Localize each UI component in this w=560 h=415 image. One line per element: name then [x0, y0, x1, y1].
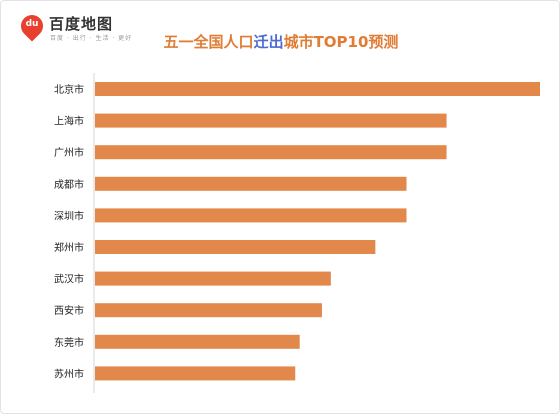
category-label-4: 成都市	[54, 178, 84, 191]
category-label-9: 东莞市	[54, 336, 84, 349]
chart-title: 五一全国人口迁出城市TOP10预测	[1, 31, 560, 52]
bar-6	[95, 240, 376, 254]
logo-pin-text: du	[25, 19, 39, 29]
bar-3	[95, 145, 447, 160]
category-label-2: 上海市	[54, 115, 84, 128]
title-part-1: 五一全国人口	[163, 33, 254, 51]
bar-1	[95, 82, 540, 96]
bar-7	[95, 271, 331, 286]
bar-9	[95, 334, 300, 349]
bar-5	[95, 208, 407, 223]
category-label-1: 北京市	[54, 83, 84, 96]
category-label-5: 深圳市	[54, 209, 84, 222]
bar-4	[95, 176, 407, 191]
category-label-10: 苏州市	[54, 367, 84, 380]
category-label-8: 西安市	[54, 304, 84, 317]
logo-tagline: 百度 · 出行 · 生活 · 更好	[50, 35, 133, 42]
category-label-6: 郑州市	[54, 241, 84, 254]
category-label-3: 广州市	[54, 146, 84, 159]
bar-8	[95, 303, 322, 318]
category-label-7: 武汉市	[54, 273, 84, 286]
logo-name: 百度地图	[49, 15, 114, 33]
title-part-3: 城市TOP10预测	[283, 33, 399, 51]
baidu-maps-logo: du 百度地图 百度 · 出行 · 生活 · 更好	[16, 10, 133, 47]
title-part-2: 迁出	[253, 33, 284, 51]
bar-2	[95, 113, 447, 128]
bar-10	[95, 366, 296, 381]
